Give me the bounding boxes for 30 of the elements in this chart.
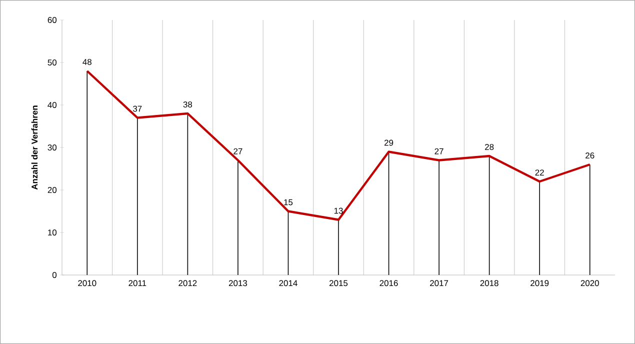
x-tick-label: 2019 [530,280,549,286]
y-tick-label: 0 [52,272,57,278]
y-tick-label: 10 [48,230,57,236]
data-label: 13 [334,208,343,214]
data-label: 22 [535,170,544,176]
x-tick-label: 2014 [279,280,298,286]
x-tick-label: 2017 [430,280,448,286]
data-label: 15 [284,199,293,206]
data-label: 48 [82,58,92,65]
data-label: 29 [384,140,394,146]
y-tick-label: 50 [48,60,57,66]
x-tick-label: 2020 [580,280,599,286]
data-label: 28 [485,144,494,150]
data-label: 38 [183,101,192,108]
x-tick-label: 2015 [330,280,348,286]
x-tick-label: 2010 [78,280,96,286]
y-tick-label: 40 [48,102,57,108]
x-tick-label: 2013 [228,280,248,286]
x-tick-label: 2018 [480,280,498,286]
x-tick-label: 2016 [380,280,398,286]
data-label: 37 [133,106,142,112]
y-axis-title: Anzahl der Verfahren [31,106,38,190]
data-label: 26 [586,152,594,158]
x-tick-label: 2011 [128,280,146,286]
y-tick-label: 30 [48,144,57,150]
y-tick-label: 60 [48,17,57,23]
data-label: 27 [234,148,242,154]
data-label: 27 [434,148,444,154]
y-tick-label: 20 [48,187,57,193]
x-tick-label: 2012 [178,280,197,286]
